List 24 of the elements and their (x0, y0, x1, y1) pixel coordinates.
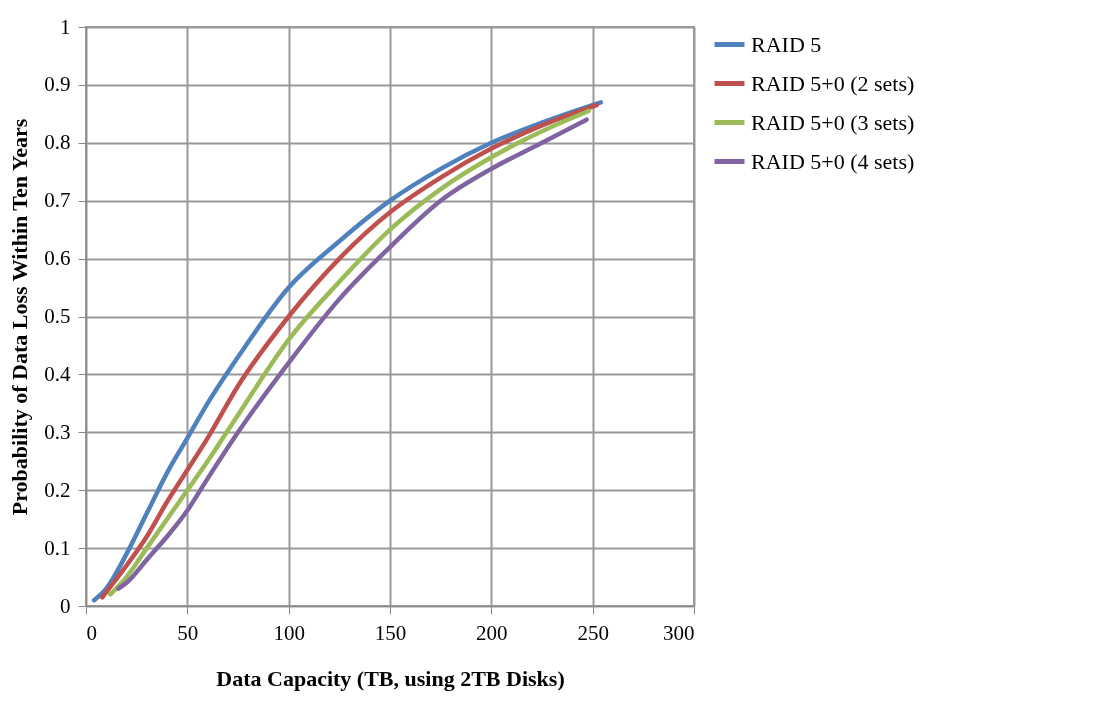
legend-label: RAID 5+0 (4 sets) (751, 148, 915, 174)
y-tick-label: 0.2 (44, 477, 71, 502)
x-tick-label: 150 (374, 620, 407, 645)
x-axis-title: Data Capacity (TB, using 2TB Disks) (216, 665, 565, 691)
x-tick-label: 50 (177, 620, 199, 645)
y-tick-label: 1 (60, 14, 71, 39)
y-tick-label: 0.6 (44, 246, 71, 271)
y-tick-label: 0.8 (44, 130, 71, 155)
x-tick-label: 0 (86, 620, 97, 645)
y-tick-label: 0.3 (44, 419, 71, 444)
x-tick-label: 100 (273, 620, 305, 645)
y-tick-label: 0.4 (44, 361, 71, 386)
legend-label: RAID 5 (751, 31, 822, 57)
legend-label: RAID 5+0 (3 sets) (751, 109, 915, 135)
y-tick-label: 0.9 (44, 72, 71, 97)
y-tick-label: 0 (60, 593, 71, 618)
x-tick-label: 200 (476, 620, 508, 645)
x-tick-label: 300 (663, 620, 695, 645)
y-tick-label: 0.7 (44, 188, 71, 213)
y-tick-label: 0.1 (44, 535, 71, 560)
legend-label: RAID 5+0 (2 sets) (751, 70, 915, 96)
y-tick-label: 0.5 (44, 304, 71, 328)
x-tick-label: 250 (577, 620, 609, 645)
y-axis-title: Probability of Data Loss Within Ten Years (7, 118, 33, 516)
